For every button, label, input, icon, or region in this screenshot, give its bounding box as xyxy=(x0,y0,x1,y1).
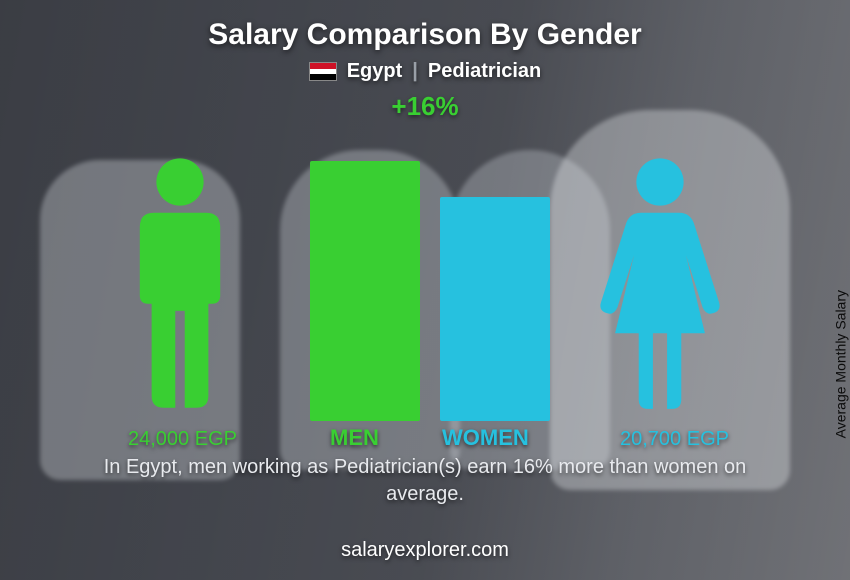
female-icon xyxy=(600,156,720,416)
women-figure xyxy=(600,156,720,421)
profession-label: Pediatrician xyxy=(428,60,541,83)
men-label: MEN xyxy=(330,425,379,451)
y-axis-label: Average Monthly Salary xyxy=(832,290,848,438)
men-salary-value: 24,000 EGP xyxy=(128,428,237,451)
percentage-diff: +16% xyxy=(391,91,458,122)
description-text: In Egypt, men working as Pediatrician(s)… xyxy=(0,454,850,508)
country-label: Egypt xyxy=(347,60,403,83)
subtitle: Egypt | Pediatrician xyxy=(0,60,850,83)
women-salary-value: 20,700 EGP xyxy=(620,428,729,451)
source-label: salaryexplorer.com xyxy=(0,539,850,562)
male-icon xyxy=(120,156,240,416)
separator: | xyxy=(412,60,418,83)
women-label: WOMEN xyxy=(442,425,529,451)
women-bar xyxy=(440,197,550,421)
flag-egypt-icon xyxy=(309,62,337,81)
gender-salary-chart: +16% 24,000 EGP MEN WOMEN 20,700 EGP xyxy=(0,91,850,451)
men-figure xyxy=(120,156,240,421)
bar-men xyxy=(310,161,420,421)
bar-women xyxy=(440,197,550,421)
page-title: Salary Comparison By Gender xyxy=(0,0,850,52)
men-bar xyxy=(310,161,420,421)
